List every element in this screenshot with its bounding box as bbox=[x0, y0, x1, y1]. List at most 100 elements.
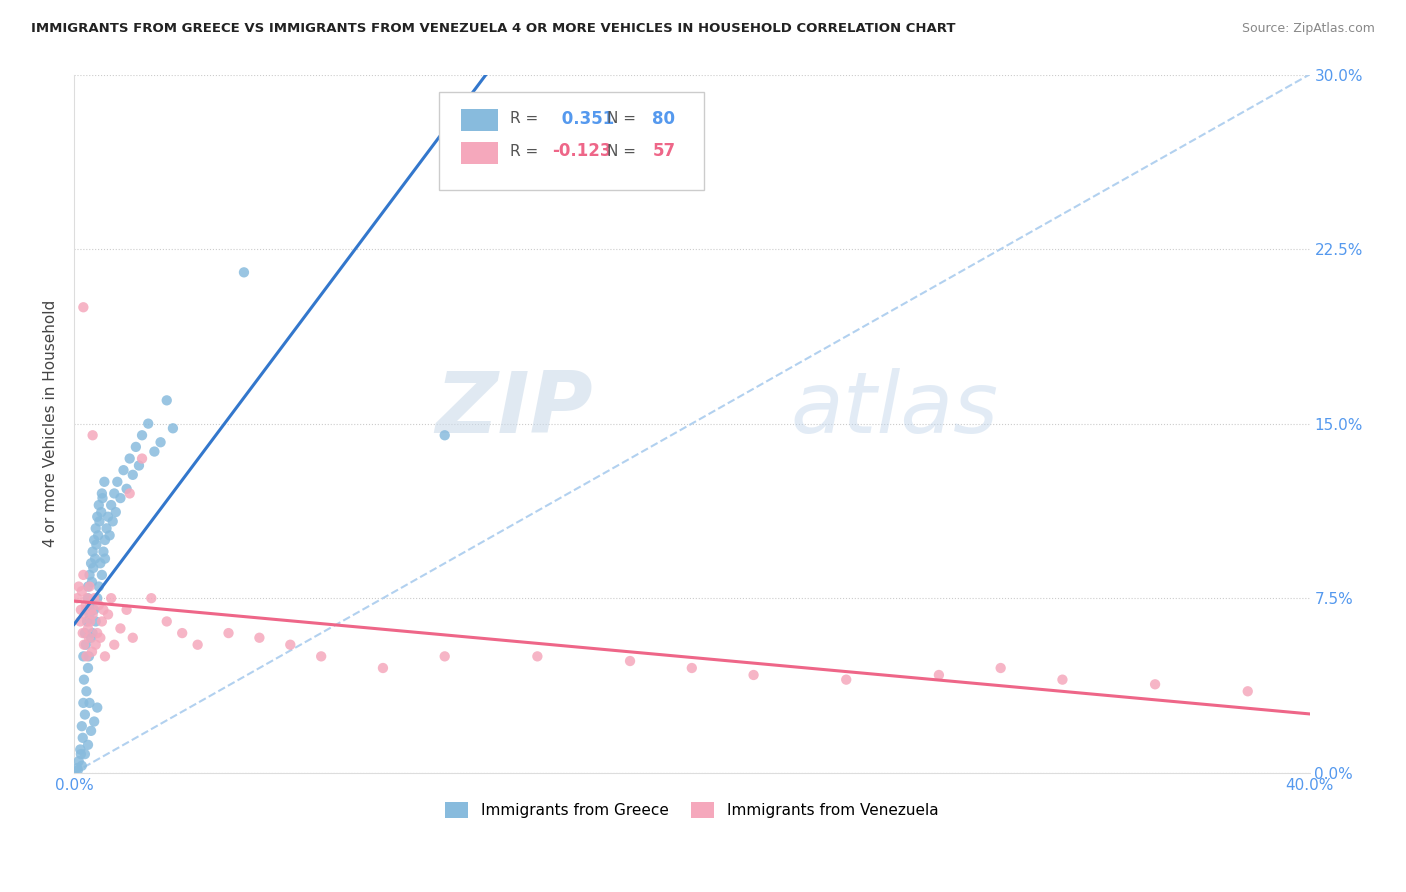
Point bbox=[433, 428, 456, 442]
Point bbox=[156, 393, 179, 408]
Point bbox=[73, 607, 96, 622]
Point bbox=[90, 486, 112, 500]
Point bbox=[70, 747, 93, 761]
Point bbox=[87, 528, 110, 542]
Point bbox=[526, 649, 548, 664]
Point bbox=[80, 574, 103, 589]
Point bbox=[218, 626, 240, 640]
Point bbox=[110, 491, 132, 505]
Point bbox=[84, 551, 107, 566]
Point bbox=[66, 761, 89, 775]
Point bbox=[100, 591, 122, 606]
Text: ZIP: ZIP bbox=[436, 368, 593, 451]
Point bbox=[742, 668, 765, 682]
Point bbox=[94, 551, 117, 566]
Point bbox=[990, 661, 1012, 675]
Point bbox=[136, 417, 159, 431]
Point bbox=[80, 603, 103, 617]
Point bbox=[110, 622, 132, 636]
Point bbox=[76, 615, 98, 629]
Text: 57: 57 bbox=[652, 143, 675, 161]
Point bbox=[98, 528, 121, 542]
Point bbox=[67, 754, 90, 768]
Text: 0.351: 0.351 bbox=[555, 110, 614, 128]
Point bbox=[72, 568, 94, 582]
Point bbox=[118, 451, 141, 466]
Point bbox=[121, 467, 143, 482]
Point bbox=[100, 498, 122, 512]
Point bbox=[96, 521, 118, 535]
Text: -0.123: -0.123 bbox=[553, 143, 612, 161]
Point bbox=[75, 684, 97, 698]
Point bbox=[83, 714, 105, 729]
Point bbox=[79, 568, 101, 582]
Point bbox=[83, 533, 105, 547]
Point bbox=[103, 486, 125, 500]
Point bbox=[72, 696, 94, 710]
Point bbox=[67, 580, 90, 594]
Point bbox=[86, 538, 108, 552]
Point bbox=[90, 615, 112, 629]
Text: R =: R = bbox=[510, 144, 543, 159]
Point bbox=[73, 626, 96, 640]
Point bbox=[73, 673, 96, 687]
Point bbox=[77, 631, 100, 645]
Point bbox=[89, 556, 111, 570]
Point bbox=[115, 482, 138, 496]
Point bbox=[80, 631, 103, 645]
FancyBboxPatch shape bbox=[461, 142, 498, 164]
Point bbox=[82, 544, 104, 558]
Point bbox=[77, 591, 100, 606]
FancyBboxPatch shape bbox=[461, 109, 498, 131]
Point bbox=[72, 626, 94, 640]
Point bbox=[162, 421, 184, 435]
Point bbox=[90, 505, 112, 519]
Point bbox=[112, 463, 135, 477]
Point bbox=[86, 509, 108, 524]
Point bbox=[75, 638, 97, 652]
Point bbox=[101, 515, 124, 529]
Point bbox=[77, 661, 100, 675]
Point bbox=[79, 696, 101, 710]
Point bbox=[89, 515, 111, 529]
Point bbox=[84, 521, 107, 535]
Point bbox=[93, 544, 115, 558]
Point bbox=[82, 626, 104, 640]
Point bbox=[1144, 677, 1167, 691]
Text: atlas: atlas bbox=[790, 368, 998, 451]
Point bbox=[247, 631, 270, 645]
Point bbox=[371, 661, 394, 675]
Point bbox=[82, 561, 104, 575]
Point bbox=[131, 428, 153, 442]
Point bbox=[87, 580, 110, 594]
Point bbox=[77, 738, 100, 752]
Point bbox=[91, 491, 114, 505]
Point bbox=[433, 649, 456, 664]
Point bbox=[125, 440, 148, 454]
Point bbox=[83, 603, 105, 617]
Point bbox=[73, 638, 96, 652]
Point bbox=[105, 475, 128, 489]
Point bbox=[104, 505, 127, 519]
Y-axis label: 4 or more Vehicles in Household: 4 or more Vehicles in Household bbox=[44, 300, 58, 548]
Point bbox=[79, 598, 101, 612]
Point bbox=[172, 626, 194, 640]
Point bbox=[97, 509, 120, 524]
Point bbox=[141, 591, 163, 606]
Point bbox=[86, 591, 108, 606]
Point bbox=[93, 603, 115, 617]
Point bbox=[149, 435, 172, 450]
Point bbox=[131, 451, 153, 466]
Point bbox=[233, 265, 256, 279]
Point bbox=[79, 580, 101, 594]
Point bbox=[84, 638, 107, 652]
Point bbox=[79, 615, 101, 629]
Text: IMMIGRANTS FROM GREECE VS IMMIGRANTS FROM VENEZUELA 4 OR MORE VEHICLES IN HOUSEH: IMMIGRANTS FROM GREECE VS IMMIGRANTS FRO… bbox=[31, 22, 956, 36]
Point bbox=[66, 591, 89, 606]
Point bbox=[69, 615, 91, 629]
Point bbox=[72, 649, 94, 664]
Point bbox=[93, 475, 115, 489]
Point bbox=[70, 584, 93, 599]
Point bbox=[156, 615, 179, 629]
Point bbox=[70, 603, 93, 617]
